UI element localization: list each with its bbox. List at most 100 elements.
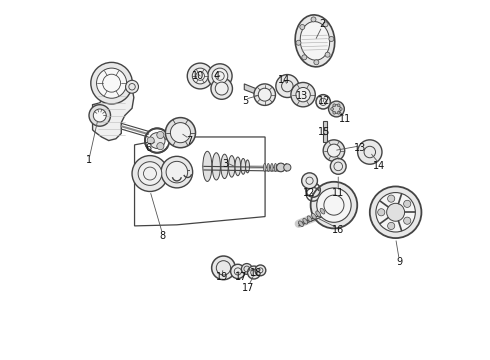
Circle shape xyxy=(284,164,291,171)
Ellipse shape xyxy=(241,158,245,174)
Circle shape xyxy=(208,64,232,88)
Circle shape xyxy=(331,108,334,111)
Ellipse shape xyxy=(264,163,266,171)
Ellipse shape xyxy=(221,154,228,179)
Circle shape xyxy=(192,68,208,84)
Circle shape xyxy=(302,55,307,60)
Circle shape xyxy=(329,36,334,41)
Circle shape xyxy=(314,60,319,65)
Text: 14: 14 xyxy=(278,75,291,85)
Ellipse shape xyxy=(285,163,288,171)
Circle shape xyxy=(125,80,139,93)
Circle shape xyxy=(404,200,411,207)
Circle shape xyxy=(254,84,275,105)
Circle shape xyxy=(325,52,330,57)
Text: 8: 8 xyxy=(159,231,166,240)
Circle shape xyxy=(258,88,271,101)
Ellipse shape xyxy=(316,211,320,217)
Ellipse shape xyxy=(307,216,312,221)
Circle shape xyxy=(358,140,382,164)
Ellipse shape xyxy=(281,163,284,171)
Circle shape xyxy=(327,144,341,157)
Circle shape xyxy=(388,222,395,230)
Circle shape xyxy=(339,108,342,111)
Circle shape xyxy=(311,182,357,228)
Circle shape xyxy=(255,265,266,276)
Text: 12: 12 xyxy=(318,96,330,106)
Circle shape xyxy=(157,143,164,150)
Ellipse shape xyxy=(303,219,308,224)
Text: 9: 9 xyxy=(396,257,402,267)
Ellipse shape xyxy=(245,160,249,173)
Circle shape xyxy=(97,68,126,98)
Circle shape xyxy=(323,22,328,27)
Circle shape xyxy=(333,104,336,107)
Circle shape xyxy=(302,173,318,189)
Circle shape xyxy=(91,62,132,104)
Ellipse shape xyxy=(295,15,335,67)
Text: 18: 18 xyxy=(249,268,262,278)
Text: 13: 13 xyxy=(296,91,309,101)
Circle shape xyxy=(337,111,340,114)
Circle shape xyxy=(212,68,228,84)
Circle shape xyxy=(330,158,346,174)
Ellipse shape xyxy=(235,157,241,176)
Ellipse shape xyxy=(300,22,330,60)
Circle shape xyxy=(300,24,305,30)
Circle shape xyxy=(329,101,344,117)
Circle shape xyxy=(276,163,285,172)
Text: 19: 19 xyxy=(216,272,228,282)
Circle shape xyxy=(337,104,340,107)
Ellipse shape xyxy=(278,163,280,171)
Text: 7: 7 xyxy=(186,136,193,145)
Circle shape xyxy=(316,95,330,109)
Circle shape xyxy=(157,131,164,139)
Ellipse shape xyxy=(270,163,273,171)
Ellipse shape xyxy=(320,208,325,214)
Circle shape xyxy=(323,140,344,161)
Ellipse shape xyxy=(228,156,235,177)
Bar xyxy=(323,121,327,142)
Circle shape xyxy=(171,123,191,143)
Text: 2: 2 xyxy=(319,19,325,29)
Circle shape xyxy=(387,203,405,221)
Text: 11: 11 xyxy=(339,114,351,124)
Circle shape xyxy=(296,87,310,102)
Circle shape xyxy=(93,109,106,122)
Text: 11: 11 xyxy=(332,188,344,198)
Circle shape xyxy=(215,82,228,95)
Ellipse shape xyxy=(312,213,316,219)
Text: 3: 3 xyxy=(222,159,228,169)
Circle shape xyxy=(166,118,196,148)
Circle shape xyxy=(161,156,193,188)
Circle shape xyxy=(317,188,351,222)
Circle shape xyxy=(276,75,299,98)
Text: 1: 1 xyxy=(86,155,92,165)
Polygon shape xyxy=(93,83,134,140)
Circle shape xyxy=(388,195,395,202)
Text: 17: 17 xyxy=(243,283,255,293)
Circle shape xyxy=(166,161,188,183)
Ellipse shape xyxy=(274,163,277,171)
Circle shape xyxy=(89,105,111,126)
Circle shape xyxy=(370,186,421,238)
Circle shape xyxy=(212,256,235,280)
Circle shape xyxy=(311,17,316,22)
Circle shape xyxy=(149,133,165,148)
Circle shape xyxy=(296,40,301,45)
Circle shape xyxy=(211,78,232,99)
Circle shape xyxy=(376,193,416,232)
Circle shape xyxy=(187,63,213,89)
Text: 12: 12 xyxy=(303,188,316,198)
Text: 17: 17 xyxy=(235,272,247,282)
Circle shape xyxy=(378,209,385,216)
Circle shape xyxy=(247,266,260,279)
Circle shape xyxy=(132,156,168,192)
Circle shape xyxy=(333,111,336,114)
Text: 16: 16 xyxy=(332,225,344,235)
Text: 4: 4 xyxy=(213,71,220,81)
Text: 5: 5 xyxy=(242,96,248,106)
Ellipse shape xyxy=(298,221,303,226)
Text: 13: 13 xyxy=(354,143,366,153)
Circle shape xyxy=(242,264,252,274)
